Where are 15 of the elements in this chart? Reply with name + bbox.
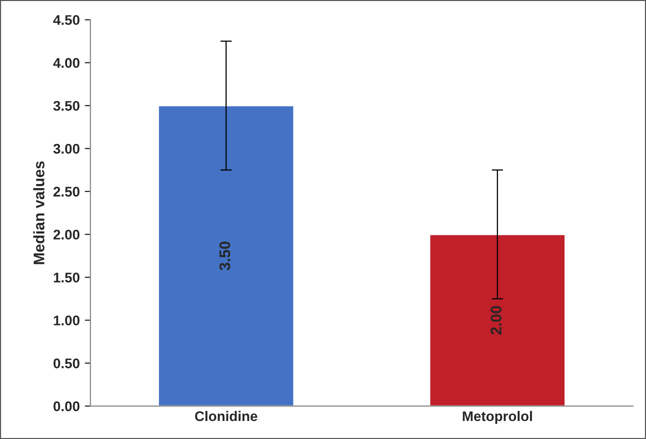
y-tick-label: 0.50: [54, 358, 80, 368]
y-tick-label: 4.50: [53, 15, 80, 25]
y-axis-title: Median values: [33, 161, 44, 264]
y-tick-label: 3.50: [53, 100, 80, 111]
y-tick-label: 2.50: [53, 186, 80, 197]
y-tick-label: 3.00: [53, 144, 80, 154]
x-tick-label: Clonidine: [195, 410, 258, 422]
y-tick-label: 1.00: [54, 316, 80, 326]
y-tick-label: 0.00: [54, 401, 80, 412]
y-tick-label: 1.50: [54, 272, 80, 282]
x-tick-label: Metoprolol: [462, 410, 532, 424]
y-tick-label: 2.00: [53, 230, 80, 240]
data-label: 3.50: [219, 242, 230, 270]
data-label: 2.00: [490, 306, 502, 335]
y-tick-label: 4.00: [53, 58, 80, 68]
